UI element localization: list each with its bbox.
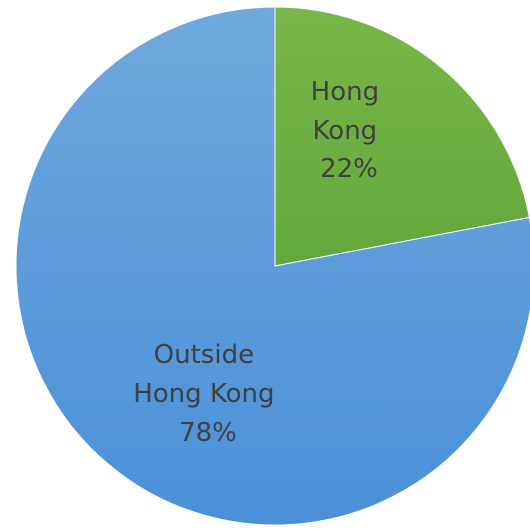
slice-label-outside-line1: Outside — [154, 340, 254, 370]
pie-slice-outside-hong-kong — [15, 6, 530, 526]
pie-slice-hong-kong — [274, 6, 530, 267]
slice-label-outside-hong-kong: Outside Hong Kong 78% — [133, 340, 283, 448]
slice-value-outside-hong-kong: 78% — [179, 418, 237, 448]
slice-label-hong-kong-line2: Kong — [313, 116, 378, 146]
slice-label-outside-line2: Hong Kong — [133, 379, 274, 409]
slice-label-hong-kong: Hong Kong 22% — [311, 77, 388, 184]
slice-value-hong-kong: 22% — [320, 154, 378, 184]
slice-label-hong-kong-line1: Hong — [311, 77, 379, 107]
pie-slices — [15, 6, 530, 526]
